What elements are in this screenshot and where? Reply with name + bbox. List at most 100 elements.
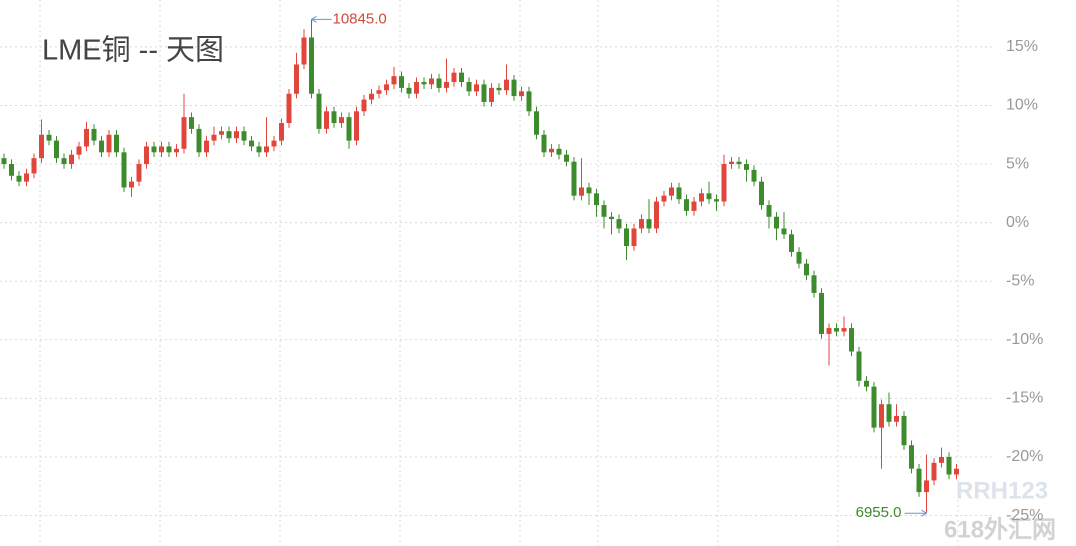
- candle-body: [324, 111, 329, 129]
- candle-body: [54, 140, 59, 159]
- candle-body: [766, 205, 772, 217]
- candle-body: [879, 404, 884, 428]
- candle-body: [796, 251, 802, 264]
- candle-body: [279, 123, 284, 141]
- candle-body: [819, 292, 824, 334]
- candle-body: [346, 117, 352, 141]
- y-tick-label: 15%: [1006, 38, 1038, 55]
- candle-body: [399, 76, 404, 88]
- candle-body: [811, 275, 817, 293]
- candle-body: [901, 415, 907, 446]
- candle-body: [481, 84, 487, 102]
- candle-body: [421, 82, 427, 85]
- candle-body: [856, 351, 862, 381]
- candle-body: [916, 468, 922, 493]
- candle-body: [924, 480, 929, 493]
- candle-body: [699, 193, 704, 202]
- candle-body: [601, 205, 607, 217]
- vertical-grid: [39, 0, 959, 546]
- candle-body: [526, 91, 532, 112]
- candle-body: [826, 328, 832, 334]
- y-tick-label: 5%: [1006, 155, 1029, 172]
- candle-body: [99, 140, 104, 153]
- candle-body: [549, 148, 554, 153]
- candle-body: [174, 148, 179, 153]
- candle-body: [714, 199, 719, 202]
- candle-body: [361, 99, 367, 112]
- candle-body: [931, 462, 937, 481]
- y-tick-label: 10%: [1006, 97, 1038, 114]
- candle-body: [616, 219, 622, 229]
- candle-body: [624, 228, 629, 247]
- candle-body: [954, 468, 959, 475]
- candle-body: [309, 37, 314, 94]
- arrow-head: [921, 509, 927, 517]
- candle-body: [219, 131, 224, 135]
- candle-body: [849, 328, 854, 352]
- candle-body: [9, 164, 14, 176]
- candle-body: [24, 173, 29, 182]
- y-tick-label: -20%: [1006, 448, 1043, 465]
- candle-body: [369, 93, 374, 100]
- candle-body: [129, 181, 134, 188]
- candle-body: [286, 93, 292, 124]
- candle-body: [564, 154, 569, 162]
- candle-body: [144, 146, 149, 165]
- watermark: 618外汇网: [944, 515, 1056, 543]
- candle-body: [691, 201, 697, 211]
- candle-body: [384, 84, 389, 91]
- candle-body: [789, 234, 794, 252]
- candle-body: [909, 445, 914, 469]
- candle-body: [444, 82, 449, 88]
- candle-body: [474, 84, 479, 92]
- candle-body: [729, 161, 734, 165]
- candle-body: [736, 161, 742, 165]
- candle-body: [841, 328, 847, 332]
- candle-body: [406, 87, 412, 94]
- candle-body: [894, 415, 899, 422]
- candle-body: [61, 158, 67, 165]
- candle-body: [676, 187, 682, 200]
- candle-body: [669, 187, 674, 196]
- candle-body: [744, 164, 749, 170]
- min-label: 6955.0: [856, 504, 902, 521]
- y-tick-label: -10%: [1006, 331, 1043, 348]
- candle-body: [414, 82, 419, 94]
- y-tick-label: 0%: [1006, 214, 1029, 231]
- candle-body: [654, 201, 659, 229]
- candle-body: [204, 140, 209, 153]
- candle-body: [466, 82, 472, 92]
- watermark: RRH123: [956, 477, 1048, 504]
- candle-body: [781, 228, 787, 235]
- candle-body: [211, 134, 217, 141]
- candle-body: [639, 219, 644, 229]
- candle-body: [271, 140, 277, 147]
- candle-body: [661, 195, 667, 202]
- candle-body: [871, 386, 877, 428]
- candle-body: [301, 37, 307, 65]
- candle-body: [256, 146, 262, 153]
- candle-body: [751, 169, 757, 182]
- candle-body: [804, 263, 809, 276]
- candle-body: [834, 328, 839, 332]
- candle-body: [84, 128, 89, 147]
- arrow-head: [311, 15, 317, 23]
- candle-body: [511, 79, 517, 97]
- candle-body: [166, 146, 172, 153]
- candle-body: [886, 404, 892, 422]
- candle-body: [354, 111, 359, 141]
- candle-body: [226, 131, 232, 139]
- candle-body: [579, 187, 584, 196]
- candle-body: [864, 380, 869, 387]
- candle-body: [429, 78, 434, 85]
- candle-body: [451, 72, 457, 83]
- candle-body: [159, 146, 164, 153]
- candle-body: [519, 91, 524, 97]
- candle-body: [586, 187, 592, 194]
- candle-body: [16, 175, 22, 182]
- candle-body: [121, 152, 127, 188]
- candle-body: [556, 148, 562, 155]
- candle-body: [391, 76, 397, 85]
- candle-body: [489, 87, 494, 102]
- candle-body: [189, 117, 194, 129]
